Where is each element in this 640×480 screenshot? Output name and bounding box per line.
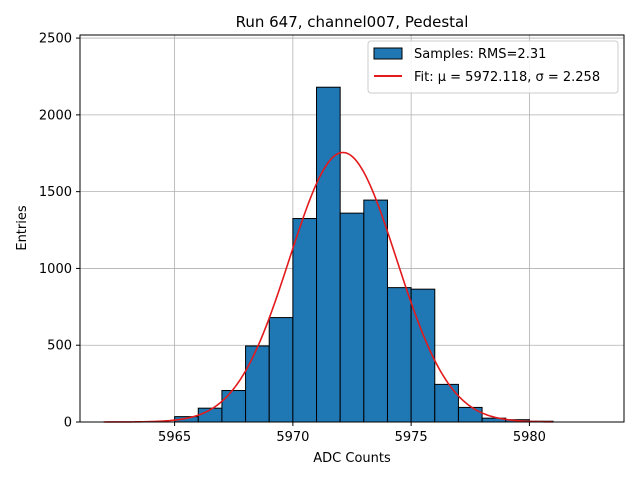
histogram-bar	[457, 406, 483, 423]
chart-title: Run 647, channel007, Pedestal	[236, 13, 469, 31]
y-tick-label: 2500	[39, 32, 72, 47]
legend-histogram-label: Samples: RMS=2.31	[414, 47, 546, 62]
x-tick-label: 5965	[158, 430, 191, 445]
fit-curve	[103, 151, 554, 423]
plot-frame	[79, 34, 625, 423]
y-tick-label: 1500	[39, 185, 72, 200]
y-axis-label: Entries	[15, 205, 30, 251]
y-tick-label: 0	[64, 416, 72, 431]
x-tick-label: 5975	[395, 430, 428, 445]
histogram-bar	[386, 287, 412, 423]
histogram-bar	[292, 218, 318, 423]
histogram-bar	[268, 317, 294, 423]
fit-curve-group	[103, 151, 554, 423]
histogram-bar	[221, 390, 247, 423]
x-axis-label: ADC Counts	[313, 451, 391, 466]
histogram-bar	[363, 199, 388, 423]
x-tick-label: 5980	[513, 430, 546, 445]
x-tick-label: 5970	[276, 430, 309, 445]
legend-fit-label: Fit: μ = 5972.118, σ = 2.258	[414, 70, 600, 85]
histogram-bar	[339, 212, 365, 423]
histogram-bar	[245, 345, 270, 423]
y-axis-ticks: 0 500 1000 1500 2000 2500	[39, 32, 80, 431]
y-tick-label: 500	[47, 339, 72, 354]
legend: Samples: RMS=2.31 Fit: μ = 5972.118, σ =…	[367, 40, 619, 94]
histogram-bar	[410, 288, 436, 423]
histogram-bar	[434, 383, 459, 423]
histogram-bars	[174, 86, 554, 423]
x-axis-ticks: 5965 5970 5975 5980	[158, 422, 546, 445]
histogram-bar	[316, 86, 341, 423]
y-tick-label: 2000	[39, 108, 72, 123]
legend-box	[367, 40, 619, 94]
legend-histogram-swatch	[373, 47, 403, 60]
y-tick-label: 1000	[39, 262, 72, 277]
